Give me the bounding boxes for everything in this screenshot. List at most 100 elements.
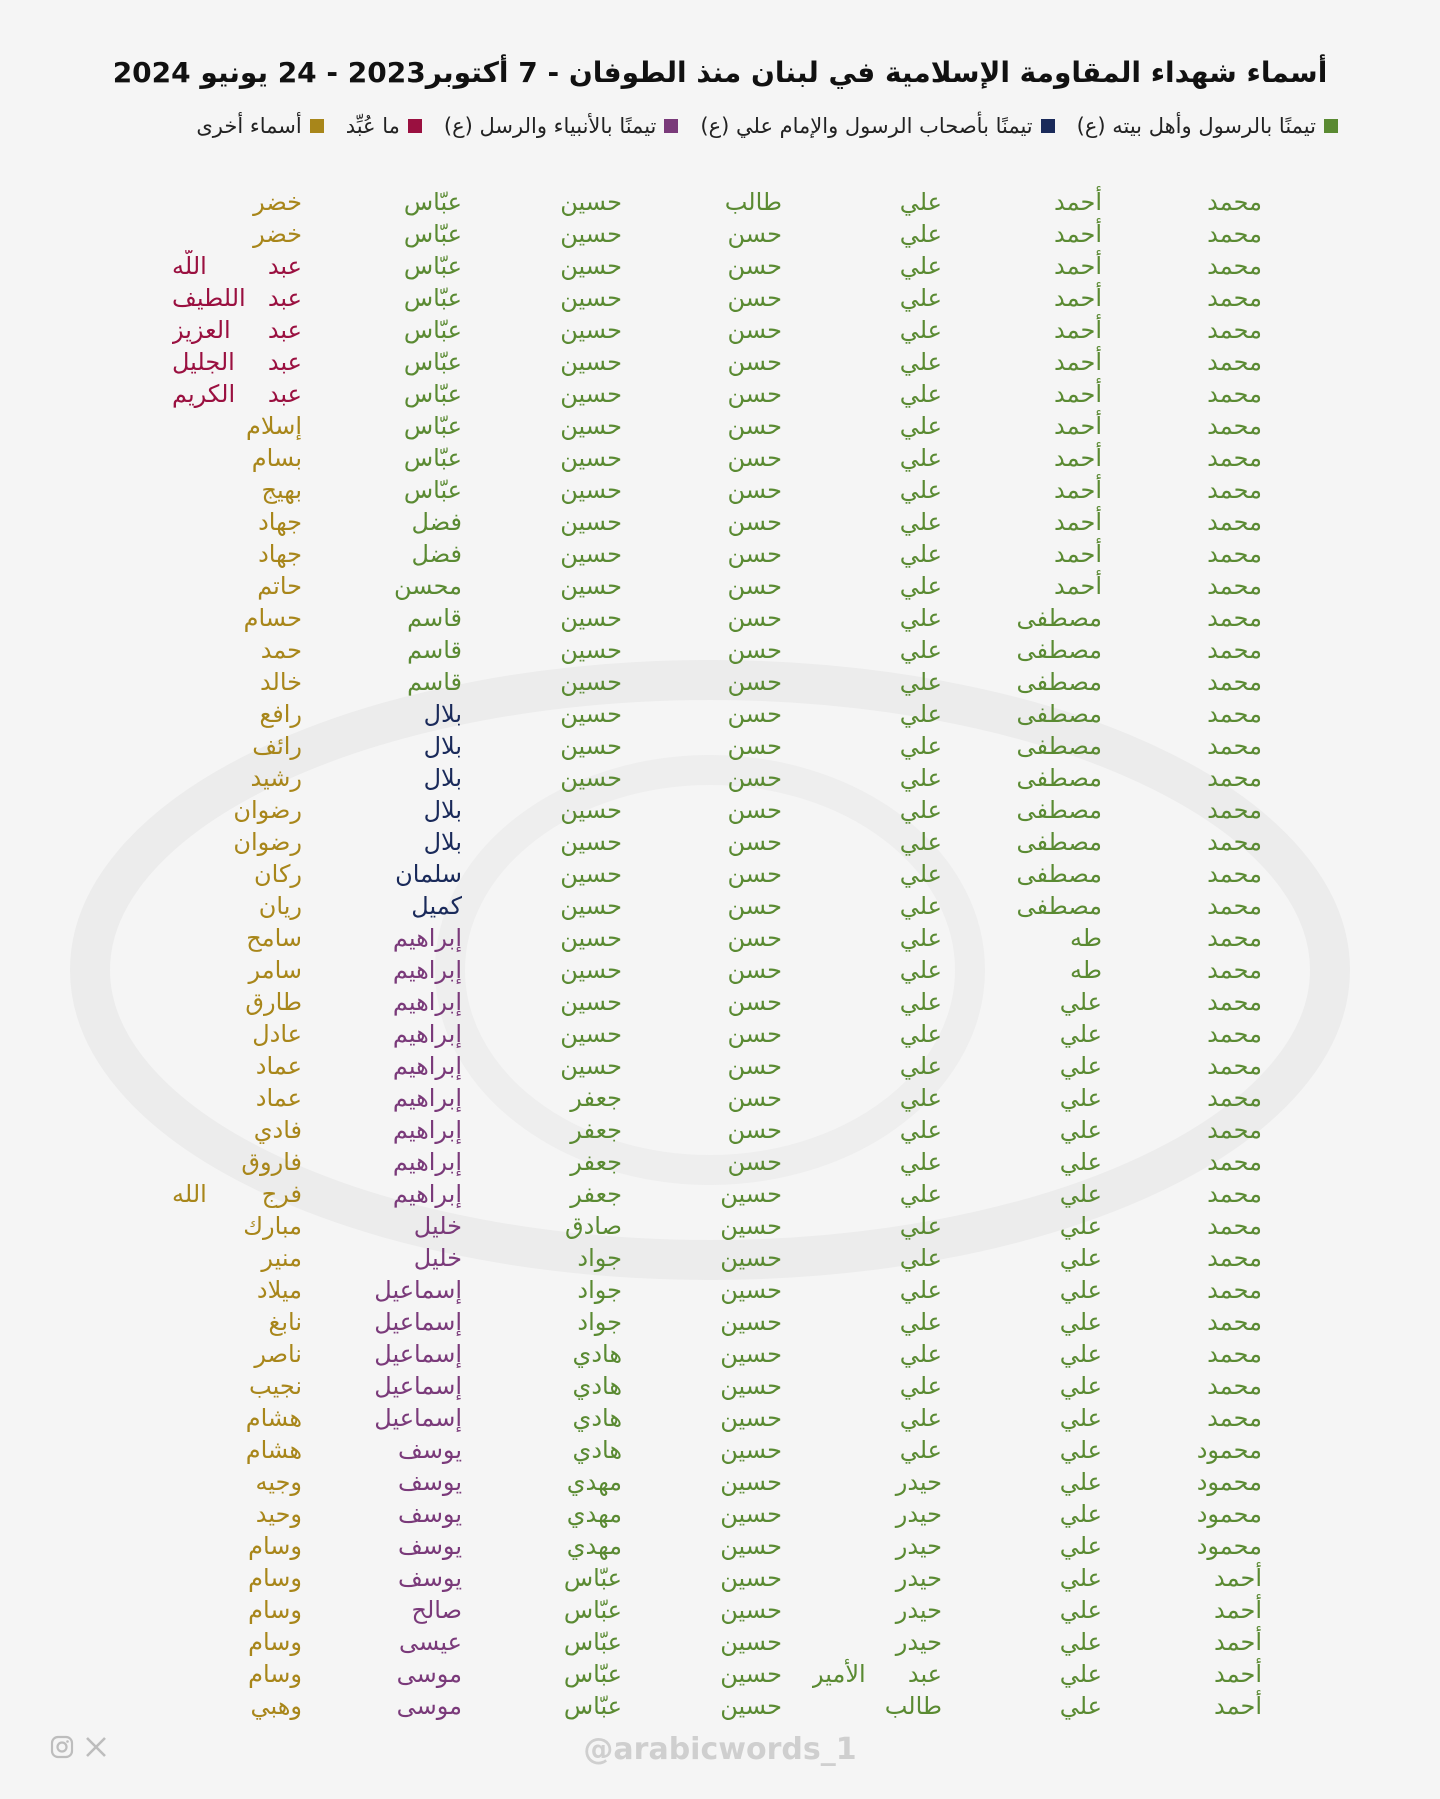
name-cell: حسن — [727, 764, 782, 792]
name-cell: محمد — [1207, 1340, 1262, 1368]
name-cell: محمد — [1207, 476, 1262, 504]
name-cell: طارق — [245, 988, 302, 1016]
name-cell: محمد — [1207, 764, 1262, 792]
name-cell: علي — [1059, 1340, 1102, 1368]
name-cell: علي — [899, 444, 942, 472]
name-cell: حسن — [727, 540, 782, 568]
name-cell: محمد — [1207, 1276, 1262, 1304]
name-cell: مصطفى — [1016, 732, 1103, 760]
name-cell: علي — [899, 1084, 942, 1112]
name-cell: حسين — [560, 764, 622, 792]
legend-label: أسماء أخرى — [196, 114, 302, 138]
name-cell: رشيد — [250, 764, 302, 792]
name-cell: مصطفى — [1016, 796, 1103, 824]
name-cell: محمد — [1207, 796, 1262, 824]
name-cell: أحمد — [1054, 508, 1102, 536]
name-cell: حسن — [727, 284, 782, 312]
name-cell: حسن — [727, 956, 782, 984]
name-cell: مهدي — [566, 1468, 622, 1496]
name-cell: أحمد — [1054, 380, 1102, 408]
name-cell: محمد — [1207, 828, 1262, 856]
name-cell: محمد — [1207, 188, 1262, 216]
name-cell: إبراهيم — [392, 1052, 462, 1080]
name-cell: حسين — [560, 828, 622, 856]
name-cell: حسن — [727, 1020, 782, 1048]
name-cell: حسين — [560, 892, 622, 920]
name-cell: إسماعيل — [374, 1276, 462, 1304]
x-icon[interactable] — [84, 1735, 108, 1759]
name-cell: علي — [1059, 1084, 1102, 1112]
legend-swatch — [1324, 119, 1338, 133]
name-cell: فادي — [253, 1116, 302, 1144]
name-cell: محمد — [1207, 1308, 1262, 1336]
name-cell: حسين — [560, 732, 622, 760]
name-cell: مصطفى — [1016, 604, 1103, 632]
name-cell: أحمد — [1054, 412, 1102, 440]
name-cell: علي — [899, 796, 942, 824]
name-cell: خضر — [253, 188, 302, 216]
name-cell: يوسف — [397, 1564, 462, 1592]
name-cell: علي — [899, 412, 942, 440]
name-cell: عبّاس — [563, 1564, 622, 1592]
name-cell: حسن — [727, 1116, 782, 1144]
name-cell: محمد — [1207, 988, 1262, 1016]
name-cell: بسام — [251, 444, 302, 472]
name-cell: أحمد — [1054, 188, 1102, 216]
name-cell: فضل — [411, 508, 462, 536]
name-cell: حسين — [560, 700, 622, 728]
name-cell: حيدر — [895, 1596, 942, 1624]
name-cell: علي — [1059, 1436, 1102, 1464]
name-cell: محمد — [1207, 380, 1262, 408]
name-cell: عماد — [255, 1052, 302, 1080]
name-cell: علي — [899, 540, 942, 568]
name-cell: جعفر — [570, 1116, 622, 1144]
name-cell: عبّاس — [563, 1596, 622, 1624]
name-cell: جواد — [577, 1276, 622, 1304]
name-cell: مصطفى — [1016, 700, 1103, 728]
name-cell: عبّاس — [403, 412, 462, 440]
name-cell: علي — [899, 1404, 942, 1432]
name-cell: حسن — [727, 700, 782, 728]
name-cell: حيدر — [895, 1628, 942, 1656]
name-cell: علي — [1059, 1404, 1102, 1432]
name-cell: حسين — [720, 1628, 782, 1656]
name-cell: محمد — [1207, 284, 1262, 312]
name-cell: حسين — [560, 860, 622, 888]
name-cell: حسين — [720, 1468, 782, 1496]
name-cell: حسن — [727, 252, 782, 280]
name-cell: صالح — [411, 1596, 463, 1624]
name-cell: محمود — [1196, 1468, 1262, 1496]
name-cell: علي — [1059, 1020, 1102, 1048]
name-cell: أحمد — [1054, 220, 1102, 248]
name-cell: عبد اللطيف — [172, 284, 302, 312]
name-cell: مبارك — [243, 1212, 302, 1240]
name-cell: يوسف — [397, 1500, 462, 1528]
name-cell: علي — [1059, 1372, 1102, 1400]
name-cell: أحمد — [1054, 540, 1102, 568]
instagram-icon[interactable] — [50, 1735, 74, 1759]
name-cell: عبّاس — [403, 316, 462, 344]
name-cell: علي — [1059, 1212, 1102, 1240]
name-cell: إسماعيل — [374, 1404, 462, 1432]
name-cell: سامر — [248, 956, 302, 984]
name-cell: إسماعيل — [374, 1340, 462, 1368]
name-cell: محمد — [1207, 1180, 1262, 1208]
name-cell: حسين — [560, 956, 622, 984]
legend-item: أسماء أخرى — [196, 114, 324, 138]
name-cell: ناصر — [254, 1340, 302, 1368]
name-cell: أحمد — [1054, 316, 1102, 344]
name-cell: محمد — [1207, 444, 1262, 472]
name-cell: وحيد — [255, 1500, 302, 1528]
name-cell: علي — [899, 1308, 942, 1336]
name-cell: علي — [899, 508, 942, 536]
name-cell: أحمد — [1054, 252, 1102, 280]
legend-label: تيمنًا بأصحاب الرسول والإمام علي (ع) — [700, 114, 1033, 138]
name-cell: أحمد — [1214, 1596, 1262, 1624]
name-cell: حسن — [727, 348, 782, 376]
name-cell: إبراهيم — [392, 1020, 462, 1048]
name-cell: محمد — [1207, 1148, 1262, 1176]
name-cell: مصطفى — [1016, 828, 1103, 856]
name-cell: عيسى — [399, 1628, 462, 1656]
name-cell: علي — [1059, 1180, 1102, 1208]
name-cell: علي — [899, 764, 942, 792]
